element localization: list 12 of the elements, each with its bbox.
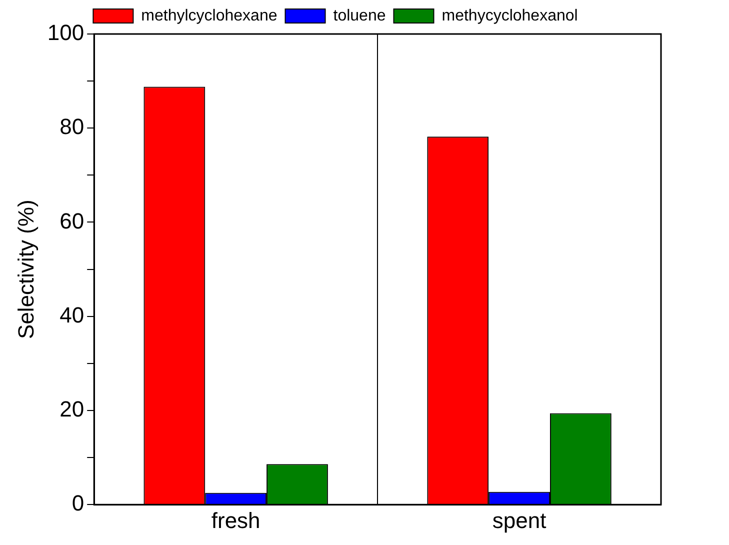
y-tick-label: 40 [60, 302, 84, 328]
y-tick-label: 20 [60, 396, 84, 422]
x-tick-label: fresh [211, 508, 260, 533]
y-tick-label: 60 [60, 208, 84, 234]
x-tick-label: spent [492, 508, 546, 533]
y-tick-label: 80 [60, 114, 84, 140]
y-tick-label: 0 [72, 490, 84, 516]
y-tick-label: 100 [47, 20, 84, 46]
legend-label: methylcyclohexane [141, 7, 278, 24]
legend-label: methycyclohexanol [442, 7, 578, 24]
legend-label: toluene [333, 7, 386, 24]
y-axis-title: Selectivity (%) [13, 200, 38, 339]
